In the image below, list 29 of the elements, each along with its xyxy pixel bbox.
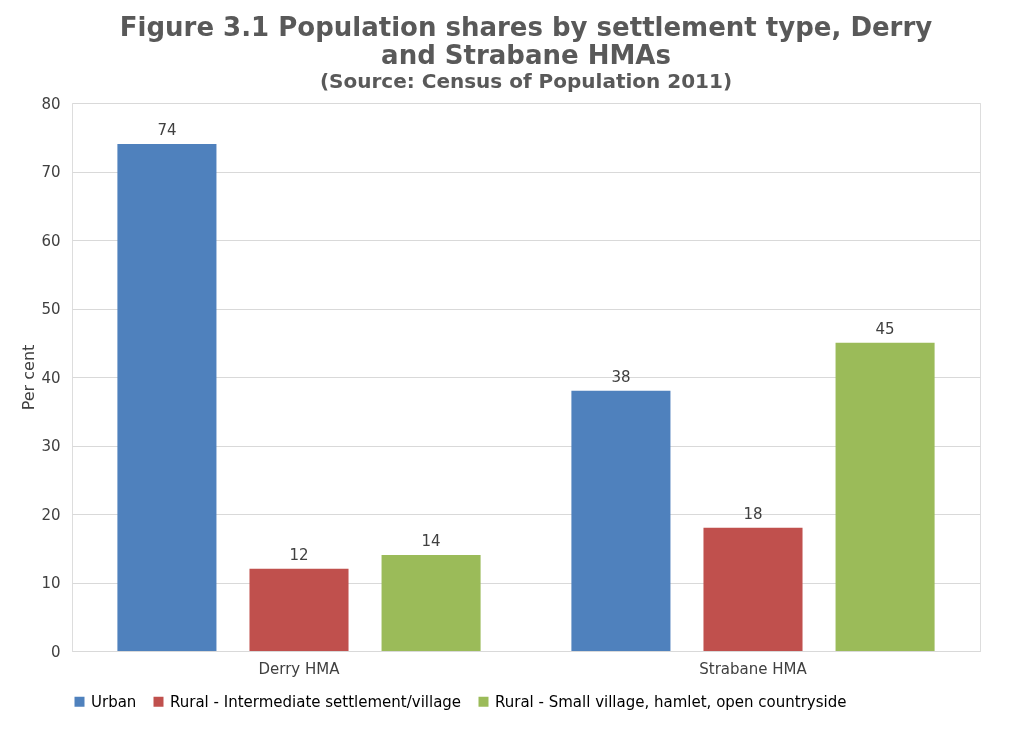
text: (Source: Census of Population 2011) — [319, 69, 733, 93]
bar — [249, 568, 349, 651]
data-label: 38 — [611, 367, 631, 386]
y-tick-label: 50 — [41, 300, 61, 318]
legend-label: Urban — [91, 692, 137, 711]
y-tick-label: 10 — [41, 574, 61, 592]
x-tick-label: Strabane HMA — [699, 659, 808, 678]
legend-label: Rural - Small village, hamlet, open countryside — [495, 692, 847, 711]
y-tick-label: 60 — [41, 231, 61, 250]
data-label: 12 — [289, 545, 309, 564]
y-tick-label: 0 — [50, 642, 61, 661]
chart-title: Figure 3.1 Population shares by settlement type, Derry and Strabane HMAs — [119, 12, 933, 70]
y-axis-title: Per cent — [19, 344, 39, 411]
data-label: 14 — [421, 532, 441, 551]
y-tick-label: 40 — [41, 368, 61, 387]
y-tick-label: 70 — [41, 163, 61, 181]
y-tick-label: 20 — [41, 505, 61, 524]
x-tick-label: Derry HMA — [258, 659, 341, 678]
y-tick-label: 80 — [41, 94, 61, 113]
legend-label: Rural - Intermediate settlement/village — [170, 692, 462, 711]
bar — [703, 527, 803, 651]
bar — [117, 144, 217, 651]
data-label: 74 — [157, 121, 177, 140]
bar — [571, 390, 671, 651]
bar — [835, 342, 935, 651]
data-label: 45 — [875, 319, 895, 338]
data-label: 18 — [743, 504, 763, 523]
y-tick-label: 30 — [41, 437, 61, 455]
bar — [381, 555, 481, 651]
